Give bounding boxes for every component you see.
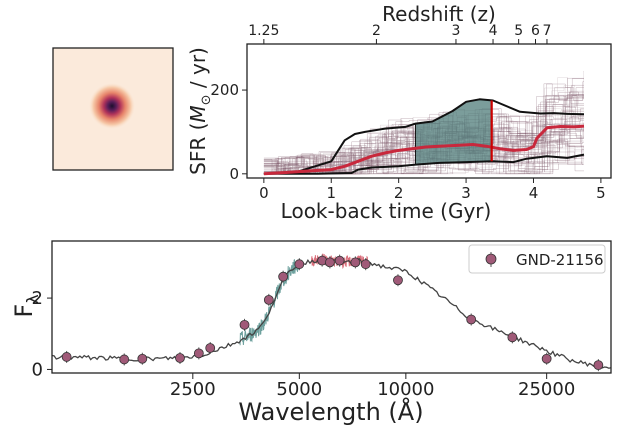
sed-axes: 2500 5000 10000 25000 0 2 — [32, 288, 576, 400]
sfh-median-line — [263, 124, 585, 176]
photometry-point — [119, 354, 130, 365]
sfh-xtick-label: 5 — [596, 184, 606, 202]
photometry-point — [278, 271, 289, 282]
photometry-point — [393, 275, 403, 286]
sfh-xtick-label: 0 — [259, 184, 269, 202]
sed-xtick-label: 2500 — [170, 379, 216, 400]
sfh-top-axis-label: Redshift (z) — [382, 2, 496, 26]
sfh-top-tick-label: 6 — [531, 23, 540, 39]
photometry-point — [507, 332, 518, 343]
sfh-ylabel: SFR (M⊙ / yr) — [186, 47, 214, 175]
sfh-top-tick-label: 2 — [372, 23, 381, 39]
legend-marker — [485, 253, 497, 265]
sfh-shaded-region — [415, 99, 493, 165]
sfh-draw — [263, 97, 584, 175]
sed-panel: 2500 5000 10000 25000 0 2 Wavelength (Å) Fλ G… — [10, 240, 612, 426]
sfh-frame — [246, 43, 612, 179]
photometry-point — [239, 319, 250, 330]
photometry-point — [205, 343, 216, 353]
sed-legend: GND-21156 — [468, 244, 606, 274]
sed-xtick-label: 10000 — [377, 379, 434, 400]
sfh-xtick-label: 4 — [529, 184, 539, 202]
cutout-frame — [52, 47, 174, 171]
sfh-top-tick-label: 3 — [452, 23, 461, 39]
sfh-xlabel: Look-back time (Gyr) — [281, 199, 492, 223]
sed-ytick-label: 2 — [32, 288, 43, 309]
photometry-point — [360, 259, 371, 270]
photometry-point — [350, 257, 361, 268]
photometry-point — [137, 353, 148, 364]
photometry-point — [541, 353, 552, 364]
photometry-point — [593, 360, 604, 371]
cutout-panel — [52, 47, 174, 171]
photometry-point — [175, 353, 185, 363]
sfh-xtick-label: 3 — [461, 184, 471, 202]
photometry-point — [61, 352, 72, 362]
sfh-upper-16-84-line — [263, 98, 585, 175]
legend-label: GND-21156 — [516, 251, 604, 269]
photometry-point — [294, 259, 305, 270]
sed-model-line — [52, 256, 611, 369]
sfh-draw — [263, 139, 584, 175]
photometry-point — [193, 348, 204, 359]
sfh-draw — [263, 129, 584, 175]
photometry-point — [324, 257, 335, 268]
sfh-ytick-label: 200 — [210, 81, 239, 99]
sfh-top-tick-label: 7 — [543, 23, 552, 39]
sfh-lower-16-84-line — [263, 153, 585, 175]
sfh-top-tick-label: 4 — [489, 23, 498, 39]
sed-xtick-label: 25000 — [518, 379, 575, 400]
sed-plot-area — [52, 253, 611, 372]
sfh-xtick-label: 2 — [394, 184, 404, 202]
photometry-point — [466, 314, 477, 325]
sfh-plot-area — [263, 98, 585, 176]
photometry-point — [263, 294, 274, 305]
sed-ylabel: Fλ — [10, 294, 42, 317]
sfh-xtick-label: 1 — [326, 184, 336, 202]
photometry-point — [334, 255, 345, 266]
sed-xlabel: Wavelength (Å) — [238, 397, 423, 426]
sfh-top-tick-label: 1.25 — [248, 23, 279, 39]
sfh-ytick-label: 0 — [229, 165, 239, 183]
sed-ytick-label: 0 — [32, 359, 43, 380]
sed-xtick-label: 5000 — [276, 379, 322, 400]
sfh-top-tick-label: 5 — [514, 23, 523, 39]
legend-box — [468, 244, 606, 274]
sed-frame — [51, 240, 612, 374]
galaxy-blob — [88, 82, 136, 130]
sfh-draw — [263, 83, 584, 175]
